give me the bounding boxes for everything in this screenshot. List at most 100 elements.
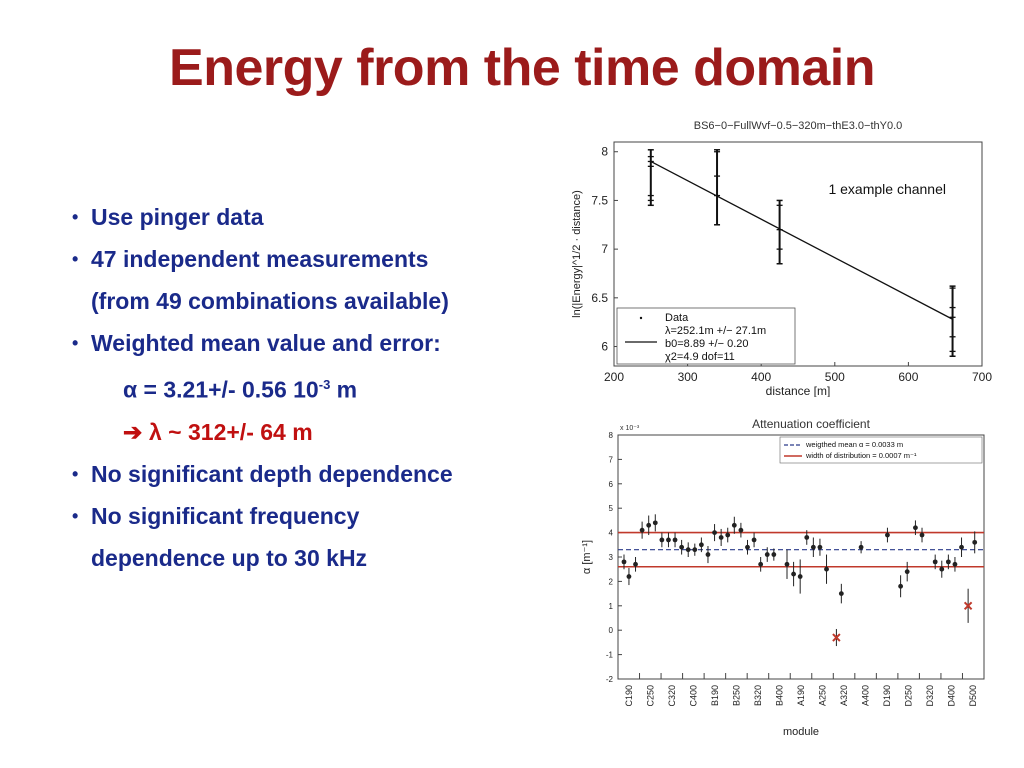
data-point [646, 522, 652, 528]
data-point [945, 559, 951, 565]
bullet-list: Use pinger data 47 independent measureme… [72, 196, 552, 579]
bullet-text: No significant frequency [91, 502, 360, 529]
data-point [824, 566, 829, 572]
data-point [771, 552, 777, 557]
y-tick-label: 3 [609, 553, 614, 562]
data-point [959, 544, 964, 550]
y-tick-label: 0 [609, 626, 614, 635]
y-tick-label: 7.5 [591, 193, 608, 207]
data-point [626, 574, 632, 579]
x-tick-label: A320 [839, 685, 849, 706]
y-tick-label: 5 [609, 504, 614, 513]
arrow-right-icon: ➔ [123, 418, 143, 445]
legend-box [779, 436, 983, 464]
legend-entry: Data [665, 312, 689, 324]
chart-title: BS6−0−FullWvf−0.5−320m−thE3.0−thY0.0 [694, 120, 903, 132]
x-tick-label: 300 [678, 370, 698, 384]
data-point [621, 559, 627, 565]
slide-title: Energy from the time domain [169, 39, 875, 97]
legend-entry: λ=252.1m +/− 27.1m [665, 325, 766, 337]
y-tick-label: -2 [606, 675, 614, 684]
y-tick-label: 7 [601, 242, 608, 256]
data-point [725, 532, 731, 538]
data-point [639, 527, 645, 533]
bullet-pinger-data: Use pinger data [72, 196, 552, 238]
data-point [633, 561, 638, 567]
x-tick-label: D320 [925, 685, 935, 707]
legend-entry: weigthed mean α = 0.0033 m [805, 440, 903, 449]
chart-annotation: 1 example channel [828, 181, 946, 197]
y-tick-label: 6 [601, 340, 608, 354]
legend-box [616, 307, 796, 365]
x-tick-label: D400 [947, 685, 957, 707]
data-point [666, 537, 671, 543]
data-point [972, 539, 978, 545]
bullet-text-continued: dependence up to 30 kHz [91, 544, 368, 571]
alpha-unit: m [330, 376, 358, 403]
outlier-point [832, 633, 841, 642]
bullet-text: Use pinger data [91, 204, 264, 230]
data-point [685, 547, 691, 553]
bullet-text: No significant depth dependence [91, 460, 453, 487]
x-tick-label: 600 [898, 370, 918, 384]
y-tick-label: 8 [609, 431, 614, 440]
x-axis-label: module [783, 726, 819, 738]
data-point [698, 542, 704, 548]
data-point [751, 537, 757, 543]
y-tick-label: 6 [609, 480, 614, 489]
bullet-text-continued: (from 49 combinations available) [91, 288, 449, 314]
fit-line [650, 160, 953, 320]
x-tick-label: D190 [882, 685, 892, 707]
data-point [939, 566, 945, 572]
y-tick-label: 8 [601, 145, 608, 159]
legend-data-marker [639, 316, 643, 320]
y-tick-label: 2 [609, 577, 614, 586]
data-point [784, 561, 790, 567]
y-axis-label: ln(|Energy|^1/2 · distance) [571, 190, 583, 318]
data-point [659, 537, 665, 543]
data-point [838, 591, 844, 596]
x-tick-label: A250 [818, 685, 828, 706]
x-tick-label: C250 [645, 685, 655, 707]
data-point [952, 561, 958, 567]
bullet-frequency: No significant frequency dependence up to… [72, 495, 552, 579]
x-tick-label: 500 [825, 370, 845, 384]
x-tick-label: B250 [731, 685, 741, 706]
x-tick-label: B320 [753, 685, 763, 706]
distance-fit-chart: BS6−0−FullWvf−0.5−320m−thE3.0−thY0.0 200 3… [571, 120, 992, 397]
y-tick-label: 1 [609, 602, 614, 611]
bullet-measurements: 47 independent measurements (from 49 comb… [72, 238, 552, 322]
data-point [791, 571, 796, 577]
x-tick-label: D500 [968, 685, 978, 707]
data-point [904, 569, 910, 575]
x-tick-label: C190 [624, 685, 634, 707]
data-point [804, 535, 810, 540]
data-point [758, 561, 764, 567]
x-tick-label: C400 [688, 685, 698, 707]
data-point [692, 547, 698, 553]
data-point [817, 544, 823, 550]
data-point [919, 532, 925, 538]
data-point [913, 525, 918, 531]
x-tick-label: C320 [667, 685, 677, 707]
legend-entry: χ2=4.9 dof=11 [665, 351, 735, 363]
x-tick-label: B400 [774, 685, 784, 706]
legend-entry: width of distribution = 0.0007 m⁻¹ [805, 451, 917, 460]
chart-title: Attenuation coefficient [752, 417, 871, 431]
bullet-text: Weighted mean value and error: [91, 330, 441, 356]
data-point [898, 583, 904, 589]
alpha-text: α = 3.21+/- 0.56 10 [123, 376, 319, 403]
x-tick-label: D250 [904, 685, 914, 707]
data-point [885, 532, 890, 538]
data-point [705, 552, 711, 557]
bullet-depth: No significant depth dependence [72, 453, 552, 495]
y-multiplier: x 10⁻³ [620, 425, 640, 432]
outlier-point [963, 601, 973, 611]
y-tick-label: 7 [609, 455, 614, 464]
data-point [712, 530, 717, 535]
x-tick-label: 700 [972, 370, 992, 384]
x-tick-label: B190 [710, 685, 720, 706]
bullet-text: 47 independent measurements [91, 246, 429, 272]
alpha-value: α = 3.21+/- 0.56 10-3 m [72, 364, 552, 411]
data-point [745, 544, 750, 550]
